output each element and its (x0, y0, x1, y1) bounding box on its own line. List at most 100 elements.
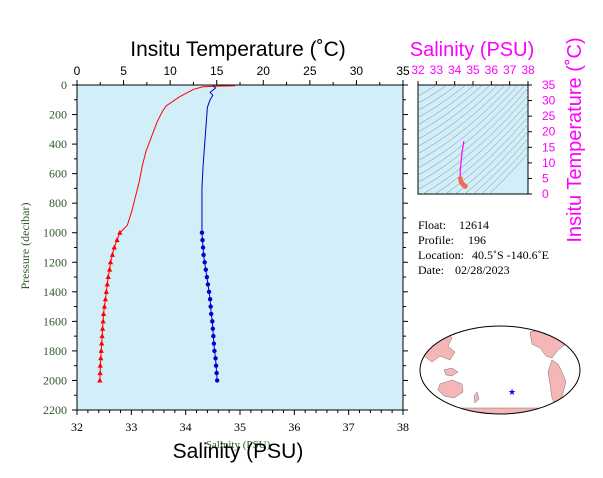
left-axis-title: Pressure (decibar) (18, 203, 32, 290)
indonesia-landmass (443, 367, 459, 377)
temperature-marker (97, 362, 103, 368)
ts-top-tick-label: 34 (448, 63, 462, 77)
left-tick-label: 1400 (43, 285, 67, 299)
temperature-marker (97, 370, 103, 376)
ts-right-tick-label: 35 (542, 78, 556, 92)
top-axis-ticks: 0 5 10 15 20 25 30 35 (74, 64, 410, 85)
top-axis-title: Insitu Temperature (˚C) (130, 38, 346, 61)
profile-plot-area (76, 84, 404, 411)
density-contour (434, 109, 528, 194)
bottom-tick-label: 38 (397, 420, 409, 434)
salinity-marker (210, 326, 216, 331)
density-contour (418, 85, 483, 133)
bottom-tick-label: 36 (288, 420, 300, 434)
salinity-marker (199, 230, 205, 235)
density-contour (464, 131, 528, 194)
ts-top-tick-label: 32 (411, 63, 425, 77)
float-value: 12614 (459, 218, 489, 232)
date-value: 02/28/2023 (455, 263, 510, 277)
bottom-axis-ticks: 32 33 34 35 36 37 38 (71, 410, 409, 434)
left-tick-label: 200 (49, 108, 67, 122)
ts-point (462, 183, 468, 189)
ts-right-tick-label: 30 (542, 94, 556, 108)
ts-series (457, 140, 468, 189)
top-tick-label: 5 (120, 64, 127, 78)
salinity-marker (200, 237, 205, 243)
temperature-marker (102, 296, 109, 302)
ts-top-tick-label: 35 (466, 63, 480, 77)
density-contour (418, 87, 528, 183)
left-tick-label: 800 (49, 196, 67, 210)
temperature-marker (97, 377, 103, 383)
density-contour (422, 102, 528, 194)
ts-top-axis-title: Salinity (PSU) (410, 39, 534, 61)
salinity-marker (202, 260, 207, 265)
float-label: Float: (418, 218, 446, 232)
density-contours (418, 85, 528, 194)
density-contour (418, 85, 475, 126)
temperature-marker (100, 325, 106, 331)
left-tick-label: 1000 (43, 226, 67, 240)
salinity-marker (213, 363, 219, 368)
ts-right-tick-label: 5 (542, 171, 549, 185)
left-axis-ticks: 0 200 400 600 800 1000 1200 1400 1600 1800 2000 220… (43, 78, 408, 417)
bottom-axis-title: Salinity (PSU) (173, 440, 304, 463)
density-contour (454, 123, 528, 194)
salinity-marker (201, 252, 206, 258)
top-tick-label: 25 (303, 64, 317, 78)
top-tick-label: 10 (163, 64, 177, 78)
salinity-marker (206, 289, 212, 295)
density-contour (480, 145, 528, 194)
density-contour (418, 85, 512, 162)
salinity-marker (204, 274, 210, 280)
float-info: Float: 12614 Profile: 196 Location: 40.5… (418, 218, 549, 277)
profile-plot: 0 5 10 15 20 25 30 35 32 33 34 35 36 37 38 0 200 400 600… (18, 38, 410, 463)
temperature-marker (99, 340, 105, 346)
salinity-marker (209, 311, 214, 317)
ts-plot-area (417, 84, 529, 195)
density-contour (418, 85, 448, 104)
bottom-tick-label: 34 (180, 420, 192, 434)
temperature-marker (100, 310, 107, 316)
density-contour (444, 116, 528, 194)
profile-value: 196 (468, 233, 486, 247)
temperature-marker (114, 237, 120, 243)
salinity-marker (213, 356, 218, 361)
salinity-marker (200, 245, 206, 250)
salinity-marker (214, 378, 220, 383)
salinity-marker (212, 348, 217, 354)
left-tick-label: 400 (49, 137, 67, 151)
temperature-marker (99, 333, 105, 339)
salinity-marker (205, 282, 211, 287)
top-tick-label: 20 (257, 64, 271, 78)
density-contour (418, 95, 528, 190)
ts-right-axis-title: Insitu Temperature (˚C) (564, 37, 586, 242)
ts-right-tick-label: 10 (542, 156, 556, 170)
ts-right-tick-label: 0 (542, 187, 549, 201)
temperature-marker (104, 281, 110, 287)
left-tick-label: 2200 (43, 403, 67, 417)
ts-right-tick-label: 15 (542, 140, 556, 154)
ts-top-axis-ticks: 32 33 34 35 36 37 38 (411, 63, 535, 85)
temperature-marker (98, 347, 104, 353)
map-border (419, 325, 581, 415)
bottom-axis-title-underlay: Salinity (PSU) (206, 439, 271, 451)
date-label: Date: (418, 263, 444, 277)
top-tick-label: 15 (210, 64, 224, 78)
density-contour (418, 85, 437, 97)
left-tick-label: 1200 (43, 255, 67, 269)
density-contour (488, 152, 528, 194)
top-tick-label: 35 (396, 64, 410, 78)
salinity-marker (214, 370, 219, 376)
ts-top-tick-label: 36 (485, 63, 499, 77)
location-map: ★ (419, 325, 581, 415)
left-tick-label: 1600 (43, 314, 67, 328)
salinity-marker (211, 341, 217, 346)
salinity-marker (207, 297, 213, 302)
ts-top-tick-label: 37 (503, 63, 517, 77)
salinity-marker (208, 304, 213, 309)
temperature-marker (103, 288, 109, 294)
salinity-marker (203, 267, 208, 272)
